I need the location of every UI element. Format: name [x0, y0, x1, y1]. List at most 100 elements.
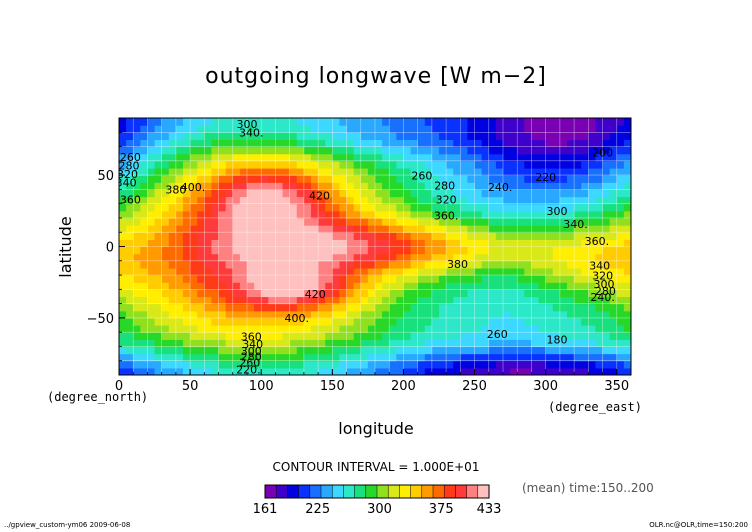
contour-label: 280: [434, 179, 455, 192]
field-cell: [268, 125, 277, 133]
field-cell: [446, 232, 454, 240]
field-cell: [247, 339, 255, 348]
field-cell: [247, 346, 255, 355]
field-cell: [311, 118, 319, 126]
field-cell: [545, 132, 554, 141]
field-cell: [524, 139, 533, 148]
field-cell: [488, 182, 497, 190]
field-cell: [161, 189, 170, 198]
field-cell: [367, 139, 376, 148]
field-cell: [531, 360, 540, 369]
field-cell: [303, 260, 312, 269]
field-cell: [161, 339, 170, 348]
field-cell: [282, 289, 291, 298]
field-cell: [303, 125, 312, 133]
field-cell: [218, 260, 227, 269]
field-cell: [367, 217, 376, 226]
field-cell: [574, 167, 582, 176]
field-cell: [446, 275, 454, 283]
field-cell: [481, 239, 490, 248]
field-cell: [239, 239, 248, 248]
contour-label: 260: [487, 328, 508, 341]
field-cell: [474, 196, 483, 205]
field-cell: [239, 296, 248, 305]
field-cell: [296, 267, 305, 276]
field-cell: [211, 253, 220, 262]
field-cell: [609, 167, 618, 176]
field-cell: [275, 296, 284, 305]
field-cell: [403, 160, 412, 169]
field-cell: [275, 289, 284, 298]
field-cell: [282, 175, 291, 183]
field-cell: [175, 210, 184, 219]
field-cell: [410, 310, 419, 319]
field-cell: [559, 118, 568, 126]
field-cell: [204, 160, 213, 169]
field-cell: [481, 253, 490, 262]
field-cell: [126, 275, 134, 283]
field-cell: [183, 132, 191, 141]
field-cell: [332, 367, 341, 375]
field-cell: [609, 182, 618, 190]
field-cell: [183, 196, 191, 205]
field-cell: [367, 232, 376, 240]
field-cell: [567, 253, 575, 262]
field-cell: [289, 325, 298, 333]
field-cell: [595, 153, 604, 162]
field-cell: [581, 125, 589, 133]
field-cell: [524, 146, 533, 155]
field-cell: [346, 160, 355, 169]
field-cell: [602, 267, 611, 276]
field-cell: [147, 196, 156, 205]
field-cell: [510, 132, 518, 141]
field-cell: [446, 125, 454, 133]
colorbar-swatch: [387, 484, 400, 499]
field-cell: [318, 167, 326, 176]
field-cell: [254, 360, 262, 369]
field-cell: [538, 118, 547, 126]
field-cell: [531, 332, 540, 340]
field-cell: [168, 146, 177, 155]
field-cell: [168, 246, 177, 255]
field-cell: [147, 118, 156, 126]
field-cell: [147, 189, 156, 198]
field-cell: [353, 296, 362, 305]
field-cell: [311, 246, 319, 255]
field-cell: [531, 217, 540, 226]
field-cell: [367, 153, 376, 162]
field-cell: [503, 232, 511, 240]
field-cell: [431, 267, 440, 276]
field-cell: [424, 167, 433, 176]
field-cell: [261, 217, 269, 226]
field-cell: [232, 210, 241, 219]
field-cell: [154, 332, 163, 340]
field-cell: [119, 260, 127, 269]
field-cell: [318, 239, 326, 248]
field-cell: [545, 303, 554, 312]
field-cell: [510, 232, 518, 240]
field-cell: [282, 260, 291, 269]
field-cell: [225, 217, 234, 226]
field-cell: [204, 118, 213, 126]
field-cell: [296, 332, 305, 340]
field-cell: [289, 132, 298, 141]
field-cell: [517, 275, 525, 283]
field-cell: [552, 253, 561, 262]
field-cell: [453, 332, 461, 340]
field-cell: [623, 189, 631, 198]
field-cell: [161, 246, 170, 255]
field-cell: [325, 175, 333, 183]
field-cell: [431, 132, 440, 141]
field-cell: [140, 196, 149, 205]
field-cell: [595, 260, 604, 269]
field-cell: [510, 118, 518, 126]
field-cell: [218, 267, 227, 276]
field-cell: [588, 246, 597, 255]
field-cell: [168, 367, 177, 375]
field-cell: [254, 118, 262, 126]
field-cell: [211, 303, 220, 312]
field-cell: [119, 367, 127, 375]
field-cell: [403, 267, 412, 276]
field-cell: [460, 160, 469, 169]
contour-label: 300: [547, 205, 568, 218]
